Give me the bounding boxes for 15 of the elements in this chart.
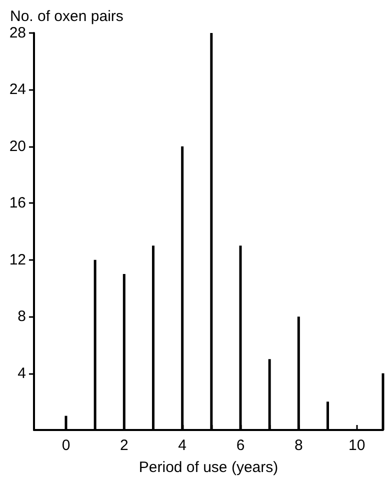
x-tick-label: 4 — [178, 437, 186, 454]
x-tick-label: 6 — [236, 437, 245, 454]
x-axis-title: Period of use (years) — [138, 459, 278, 476]
y-tick-label: 12 — [9, 251, 26, 268]
x-tick-label: 10 — [348, 437, 366, 454]
chart-title: No. of oxen pairs — [10, 8, 124, 25]
x-tick-label: 0 — [62, 437, 70, 454]
y-tick-label: 28 — [9, 24, 26, 42]
y-tick-label: 8 — [18, 308, 26, 326]
y-tick-label: 24 — [9, 81, 26, 98]
x-tick-label: 8 — [294, 437, 303, 454]
y-tick-label: 4 — [18, 364, 26, 382]
y-tick-label: 20 — [9, 138, 26, 155]
x-tick-label: 2 — [120, 437, 128, 454]
y-tick-label: 16 — [9, 194, 26, 212]
